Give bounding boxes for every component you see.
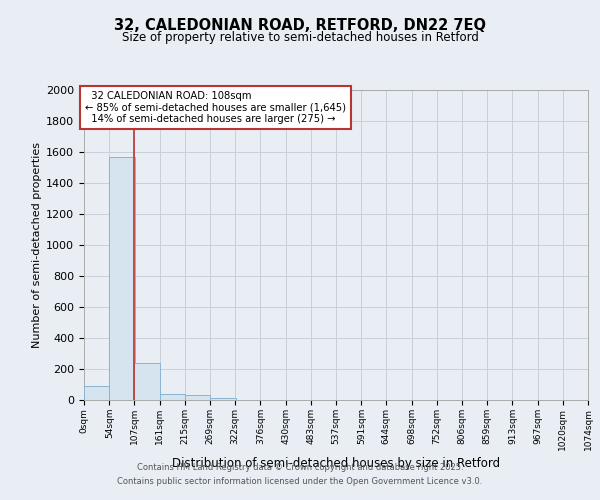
Y-axis label: Number of semi-detached properties: Number of semi-detached properties xyxy=(32,142,42,348)
Text: 32, CALEDONIAN ROAD, RETFORD, DN22 7EQ: 32, CALEDONIAN ROAD, RETFORD, DN22 7EQ xyxy=(114,18,486,32)
Bar xyxy=(160,394,185,400)
Bar xyxy=(185,394,210,400)
Bar xyxy=(84,386,109,400)
Text: Size of property relative to semi-detached houses in Retford: Size of property relative to semi-detach… xyxy=(122,31,478,44)
Bar xyxy=(109,158,134,400)
Bar xyxy=(210,398,236,400)
Text: Contains HM Land Registry data © Crown copyright and database right 2025.: Contains HM Land Registry data © Crown c… xyxy=(137,464,463,472)
Bar xyxy=(134,363,160,400)
X-axis label: Distribution of semi-detached houses by size in Retford: Distribution of semi-detached houses by … xyxy=(172,456,500,469)
Text: 32 CALEDONIAN ROAD: 108sqm
← 85% of semi-detached houses are smaller (1,645)
  1: 32 CALEDONIAN ROAD: 108sqm ← 85% of semi… xyxy=(85,91,346,124)
Text: Contains public sector information licensed under the Open Government Licence v3: Contains public sector information licen… xyxy=(118,477,482,486)
